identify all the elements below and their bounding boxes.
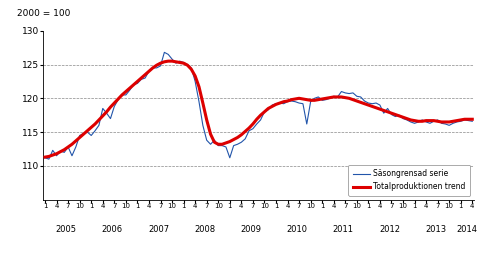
Totalproduktionen trend	[335, 95, 341, 99]
Säsongrensad serie	[200, 124, 205, 127]
Text: 2000 = 100: 2000 = 100	[17, 9, 70, 18]
Line: Totalproduktionen trend: Totalproduktionen trend	[45, 61, 472, 157]
Text: 2012: 2012	[379, 225, 400, 234]
Säsongrensad serie	[161, 51, 167, 54]
Säsongrensad serie	[462, 118, 468, 121]
Säsongrensad serie	[288, 100, 294, 103]
Säsongrensad serie	[42, 156, 48, 159]
Totalproduktionen trend	[196, 85, 202, 88]
Text: 2006: 2006	[102, 225, 123, 234]
Säsongrensad serie	[339, 90, 344, 93]
Text: 2007: 2007	[148, 225, 169, 234]
Totalproduktionen trend	[285, 100, 290, 103]
Text: 2013: 2013	[425, 225, 446, 234]
Legend: Säsongrensad serie, Totalproduktionen trend: Säsongrensad serie, Totalproduktionen tr…	[348, 165, 470, 196]
Totalproduktionen trend	[354, 100, 360, 103]
Text: 2009: 2009	[240, 225, 262, 234]
Text: 2010: 2010	[286, 225, 308, 234]
Totalproduktionen trend	[42, 156, 48, 159]
Totalproduktionen trend	[458, 118, 464, 121]
Totalproduktionen trend	[469, 118, 475, 121]
Totalproduktionen trend	[377, 108, 383, 111]
Säsongrensad serie	[46, 158, 52, 161]
Totalproduktionen trend	[165, 60, 171, 63]
Text: 2014: 2014	[456, 225, 477, 234]
Text: 2008: 2008	[194, 225, 216, 234]
Text: 2005: 2005	[56, 225, 77, 234]
Säsongrensad serie	[469, 120, 475, 123]
Säsongrensad serie	[381, 112, 387, 115]
Line: Säsongrensad serie: Säsongrensad serie	[45, 52, 472, 159]
Text: 2011: 2011	[333, 225, 354, 234]
Säsongrensad serie	[358, 95, 364, 99]
